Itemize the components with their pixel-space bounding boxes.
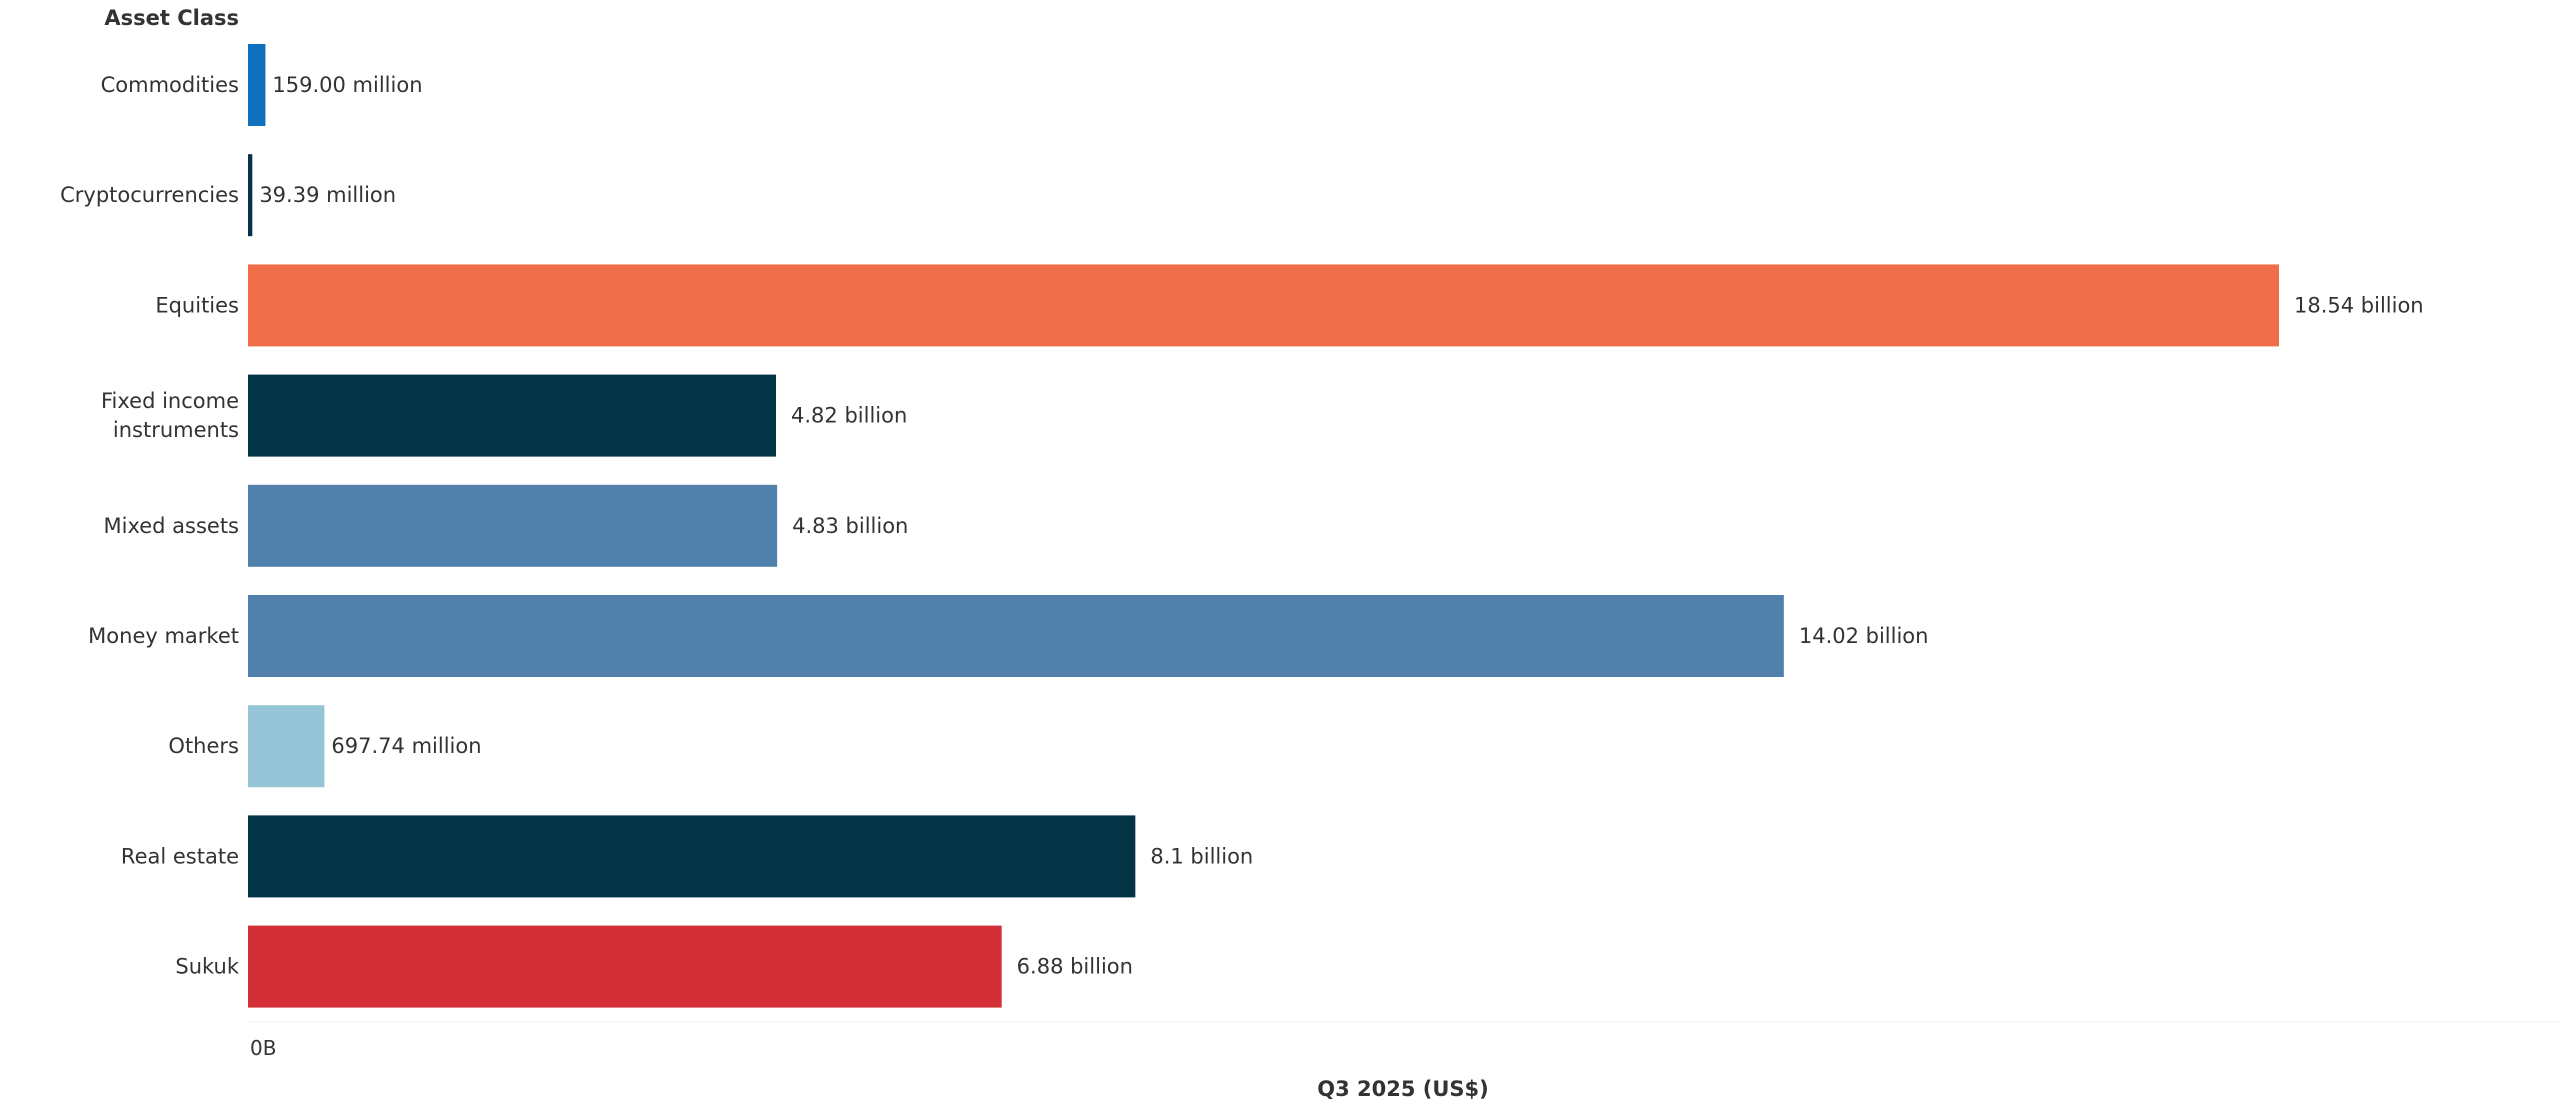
category-label-line: Real estate	[121, 844, 239, 868]
category-label-line: Mixed assets	[103, 514, 239, 538]
value-labels: 159.00 million 39.39 million 18.54 billion…	[259, 73, 2423, 979]
category-label-sukuk: Sukuk	[175, 955, 239, 979]
category-label-commodities: Commodities	[101, 73, 239, 97]
value-label-real-estate: 8.1 billion	[1150, 844, 1253, 868]
category-label-line: Equities	[155, 293, 239, 317]
value-label-commodities: 159.00 million	[272, 73, 422, 97]
bar-commodities	[248, 44, 266, 126]
category-label-line: Fixed income	[101, 389, 239, 413]
category-label-line: Others	[168, 734, 239, 758]
x-axis-title: Q3 2025 (US$)	[1317, 1077, 1489, 1101]
bar-equities	[248, 264, 2279, 347]
x-axis-ticks: 0B	[250, 1036, 276, 1060]
value-label-sukuk: 6.88 billion	[1017, 955, 1133, 979]
category-label-line: Money market	[88, 624, 239, 648]
bar-fixed-income-instruments	[248, 374, 777, 457]
category-label-fixed-income-instruments: Fixed income instruments	[101, 389, 239, 442]
bar-sukuk	[248, 925, 1002, 1008]
category-labels: Commodities Cryptocurrencies Equities Fixed…	[60, 73, 240, 979]
value-label-mixed-assets: 4.83 billion	[792, 514, 908, 538]
value-label-equities: 18.54 billion	[2294, 293, 2424, 317]
category-label-line: instruments	[113, 418, 239, 442]
value-label-fixed-income-instruments: 4.82 billion	[791, 404, 907, 428]
bar-money-market	[248, 595, 1784, 677]
category-label-line: Cryptocurrencies	[60, 183, 239, 207]
value-label-others: 697.74 million	[331, 734, 481, 758]
bar-mixed-assets	[248, 484, 778, 567]
category-label-real-estate: Real estate	[121, 844, 239, 868]
bar-cryptocurrencies	[248, 154, 253, 237]
category-label-mixed-assets: Mixed assets	[103, 514, 239, 538]
bar-others	[248, 705, 325, 788]
category-header: Asset Class	[104, 6, 239, 30]
category-label-cryptocurrencies: Cryptocurrencies	[60, 183, 239, 207]
bars	[248, 44, 2279, 1008]
category-label-line: Commodities	[101, 73, 239, 97]
value-label-cryptocurrencies: 39.39 million	[259, 183, 396, 207]
x-tick-label-0: 0B	[250, 1036, 276, 1060]
category-label-line: Sukuk	[175, 955, 239, 979]
category-label-others: Others	[168, 734, 239, 758]
category-label-equities: Equities	[155, 293, 239, 317]
bar-real-estate	[248, 815, 1136, 898]
value-label-money-market: 14.02 billion	[1799, 624, 1929, 648]
category-label-money-market: Money market	[88, 624, 239, 648]
